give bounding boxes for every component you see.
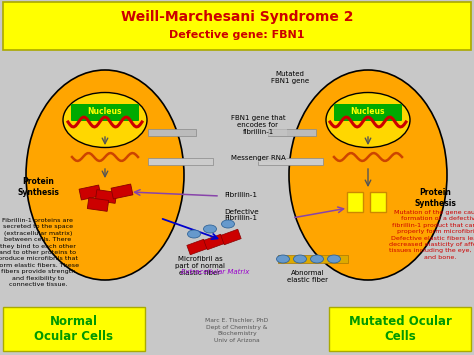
Ellipse shape: [293, 255, 307, 263]
Bar: [79, 185, 101, 200]
Ellipse shape: [221, 220, 235, 228]
FancyBboxPatch shape: [71, 104, 139, 121]
Bar: [278, 255, 348, 263]
Bar: [87, 198, 109, 211]
Text: Mutated
FBN1 gene: Mutated FBN1 gene: [271, 71, 309, 84]
Ellipse shape: [276, 255, 290, 263]
Bar: [187, 239, 207, 255]
Text: Defective gene: FBN1: Defective gene: FBN1: [169, 30, 305, 40]
Ellipse shape: [289, 70, 447, 280]
FancyBboxPatch shape: [329, 307, 471, 351]
Text: Extracellular Matrix: Extracellular Matrix: [181, 269, 249, 275]
FancyBboxPatch shape: [3, 2, 471, 50]
Text: Protein
Synthesis: Protein Synthesis: [17, 177, 59, 197]
Bar: [148, 158, 213, 165]
Ellipse shape: [188, 230, 201, 238]
Bar: [111, 184, 133, 199]
Text: Mutated Ocular
Cells: Mutated Ocular Cells: [348, 315, 451, 343]
Ellipse shape: [326, 93, 410, 147]
FancyBboxPatch shape: [3, 307, 145, 351]
Ellipse shape: [203, 225, 217, 233]
Ellipse shape: [310, 255, 323, 263]
Text: Normal
Ocular Cells: Normal Ocular Cells: [35, 315, 113, 343]
Text: Microfibril as
part of normal
elastic fiber: Microfibril as part of normal elastic fi…: [175, 256, 225, 276]
Text: Weill-Marchesani Syndrome 2: Weill-Marchesani Syndrome 2: [121, 10, 353, 24]
Text: Fibrillin-1: Fibrillin-1: [224, 192, 257, 198]
Bar: [370, 192, 386, 212]
Bar: [268, 129, 316, 136]
Text: Marc E. Tischler, PhD
Dept of Chemistry &
Biochemistry
Univ of Arizona: Marc E. Tischler, PhD Dept of Chemistry …: [205, 318, 269, 343]
Ellipse shape: [328, 255, 340, 263]
Text: Abnormal
elastic fiber: Abnormal elastic fiber: [288, 270, 328, 283]
Bar: [221, 229, 241, 245]
Bar: [204, 234, 224, 250]
Bar: [347, 192, 363, 212]
Text: Fibrillin-1 proteins are
secreted to the space
(extracellular matrix)
between ce: Fibrillin-1 proteins are secreted to the…: [0, 218, 79, 287]
Bar: [148, 129, 196, 136]
Ellipse shape: [26, 70, 184, 280]
FancyBboxPatch shape: [334, 104, 402, 121]
Ellipse shape: [63, 93, 147, 147]
Text: Messenger RNA: Messenger RNA: [231, 155, 285, 161]
Text: Protein
Synthesis: Protein Synthesis: [414, 188, 456, 208]
Text: FBN1 gene that
encodes for
fibrillin-1: FBN1 gene that encodes for fibrillin-1: [231, 115, 285, 135]
Text: Mutation of the gene causes
formation of a defective
fibrillin-1 product that ca: Mutation of the gene causes formation of…: [389, 210, 474, 260]
Text: Nucleus: Nucleus: [351, 108, 385, 116]
Bar: [258, 158, 323, 165]
Text: Nucleus: Nucleus: [88, 108, 122, 116]
Text: Defective
Fibrillin-1: Defective Fibrillin-1: [224, 208, 259, 222]
Bar: [95, 190, 117, 203]
